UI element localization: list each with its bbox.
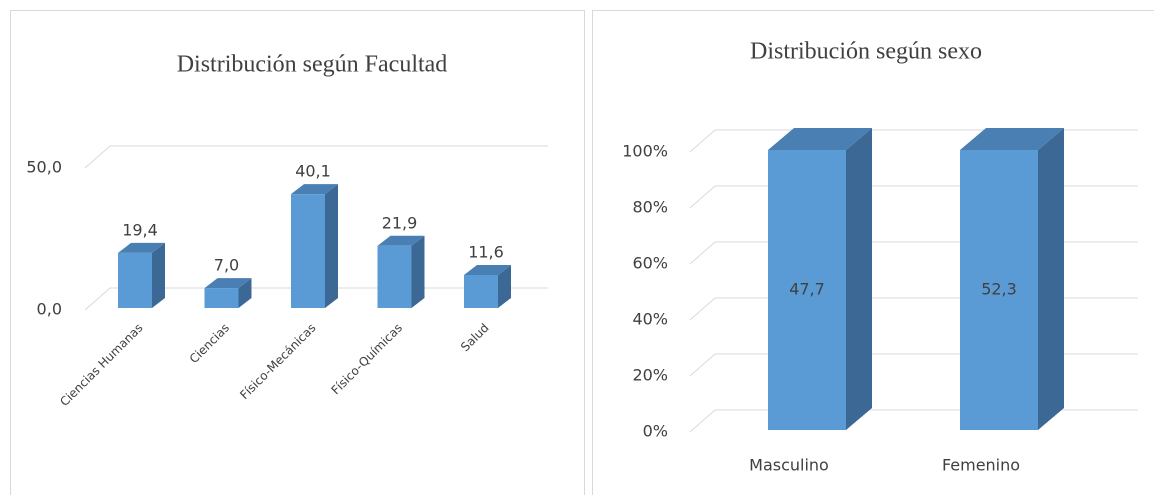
y-tick-label: 100% <box>622 142 668 161</box>
grid-line <box>689 353 1138 377</box>
grid-line <box>689 129 1138 153</box>
data-label: 19,4 <box>122 220 158 239</box>
x-tick-label: Ciencias Humanas <box>57 321 145 409</box>
data-label: 11,6 <box>468 243 504 262</box>
bar-side <box>152 242 165 308</box>
y-tick-label: 80% <box>632 198 668 217</box>
bar-front <box>960 150 1038 430</box>
bar-top <box>204 278 252 289</box>
y-tick-label: 60% <box>632 254 668 273</box>
grid-line <box>689 409 1138 433</box>
bar-front <box>118 252 152 308</box>
bar-side <box>846 128 872 430</box>
data-label: 7,0 <box>214 256 239 275</box>
bar <box>291 184 338 308</box>
bar-side <box>325 184 338 308</box>
bar <box>118 242 165 308</box>
y-tick-label: 0% <box>643 422 668 441</box>
x-tick-label: Físico-Químicas <box>328 321 405 398</box>
bar-side <box>498 265 511 308</box>
panel <box>10 10 585 495</box>
bar-top <box>768 128 872 150</box>
bar-front <box>464 275 498 308</box>
bar <box>768 128 872 430</box>
bar-top <box>118 242 165 253</box>
x-tick-label: Salud <box>458 321 492 355</box>
y-tick-label: 50,0 <box>26 158 62 177</box>
chart-title: Distribución según sexo <box>750 39 982 65</box>
bar <box>377 235 425 308</box>
bar-top <box>464 265 511 276</box>
bar-top <box>377 235 425 246</box>
x-tick-label: Masculino <box>749 456 829 475</box>
bar-top <box>960 128 1064 150</box>
data-label: 47,7 <box>789 280 825 299</box>
data-label: 21,9 <box>382 213 418 232</box>
panel <box>592 10 1154 495</box>
bar <box>960 128 1064 430</box>
bar-side <box>411 235 425 308</box>
y-tick-label: 20% <box>632 366 668 385</box>
bar-front <box>377 245 412 308</box>
bar-top <box>291 184 338 195</box>
data-label: 52,3 <box>981 280 1017 299</box>
bar-front <box>768 150 846 430</box>
bar <box>464 265 511 308</box>
bar-side <box>238 278 252 308</box>
data-label: 40,1 <box>295 162 331 181</box>
x-tick-label: Ciencias <box>187 321 232 366</box>
x-tick-label: Femenino <box>942 456 1020 475</box>
grid-line <box>689 241 1138 265</box>
bar-front <box>291 194 325 308</box>
chart-title: Distribución según Facultad <box>177 52 448 78</box>
y-tick-label: 40% <box>632 310 668 329</box>
grid-line <box>689 185 1138 209</box>
x-tick-label: Físico-Mecánicas <box>237 321 318 402</box>
bar-side <box>1038 128 1064 430</box>
bar-front <box>204 288 239 308</box>
grid-line <box>84 145 548 169</box>
y-tick-label: 0,0 <box>37 300 62 319</box>
grid-line <box>689 297 1138 321</box>
bar <box>204 278 252 308</box>
